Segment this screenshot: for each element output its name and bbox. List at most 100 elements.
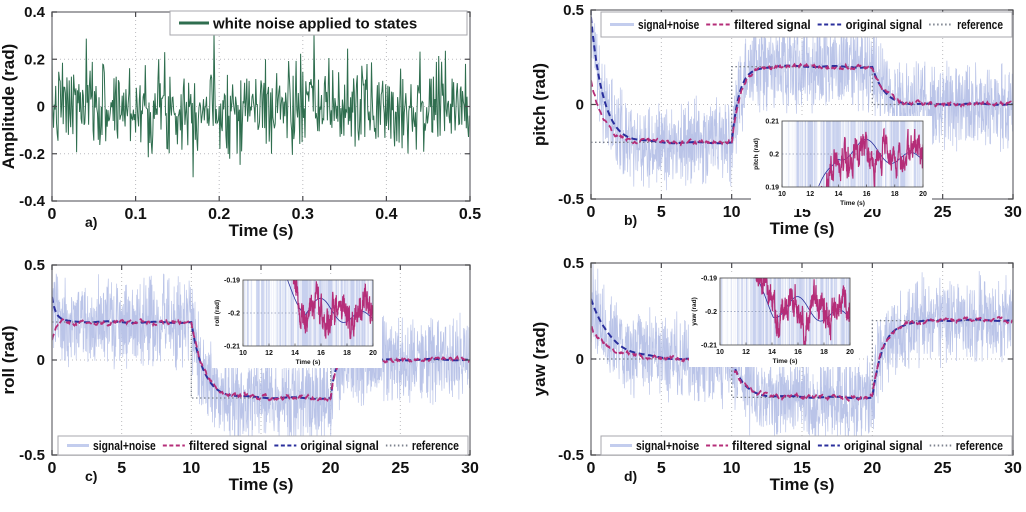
x-tick-label: 10 <box>723 460 741 477</box>
white-noise-trace <box>52 33 470 178</box>
legend: signal+noise filtered signal original sign… <box>600 11 1013 38</box>
x-tick-label: 0.2 <box>208 206 230 223</box>
axes: 0 5 10 15 20 25 30-0.500.5 <box>558 255 1022 477</box>
x-tick-label: 20 <box>863 460 881 477</box>
panel-label: a) <box>85 214 97 230</box>
y-tick-label: 0.5 <box>24 257 45 274</box>
x-tick-label: 30 <box>461 460 479 477</box>
inset-x-tick-label: 18 <box>343 350 351 357</box>
inset-x-tick-label: 10 <box>239 350 247 357</box>
inset-y-axis-label: roll (rad) <box>214 300 221 326</box>
legend-label: original signal <box>300 439 379 453</box>
inset-x-tick-label: 18 <box>820 349 828 356</box>
inset-y-axis-label: yaw (rad) <box>691 297 698 326</box>
filtered-signal-line <box>591 315 1013 403</box>
inset-x-tick-label: 12 <box>806 191 814 198</box>
inset-x-tick-label: 16 <box>317 350 325 357</box>
x-tick-label: 25 <box>934 460 952 477</box>
subplot-a-chart: 0 0.1 0.2 0.3 0.4 0.5 -0.4 -0.2 0 0.2 0.4 Time (s) A… <box>0 4 481 240</box>
legend-label: white noise applied to states <box>212 15 417 32</box>
inset-b: 0.19 0.2 0.21 10 12 14 16 18 20 Time (s) pitch (ra… <box>751 116 932 209</box>
inset-y-tick-label: -0.19 <box>701 276 717 283</box>
subplot-a: 0 0.1 0.2 0.3 0.4 0.5 -0.4 -0.2 0 0.2 0.4 Time (s) A… <box>0 0 513 253</box>
x-tick-label: 5 <box>117 460 126 477</box>
legend: signal+noise filtered signal original sign… <box>57 435 469 456</box>
plot-area <box>591 10 1013 191</box>
inset-x-tick-label: 14 <box>835 191 843 198</box>
y-axis-label: roll (rad) <box>0 326 18 395</box>
signal-plus-noise-trace <box>591 10 1013 191</box>
y-tick-label: -0.2 <box>19 146 45 163</box>
inset-filtered-line <box>820 127 923 187</box>
subplot-c: 0 5 10 15 20 25 30 -0.5 0 0.5 Time (s) roll (rad) c)… <box>0 253 513 507</box>
x-tick-label: 0 <box>48 206 57 223</box>
legend-label: signal+noise <box>636 439 699 453</box>
legend-label: reference <box>412 439 459 453</box>
x-tick-label: 0.3 <box>292 206 314 223</box>
x-tick-label: 25 <box>391 460 409 477</box>
x-tick-label: 0 <box>587 460 596 477</box>
inset-filtered-line <box>292 280 373 340</box>
inset-x-tick-label: 16 <box>863 191 871 198</box>
inset-x-tick-label: 16 <box>794 349 802 356</box>
y-tick-label: 0.2 <box>24 51 45 68</box>
y-tick-label: 0 <box>576 97 584 114</box>
y-tick-label: 0 <box>37 99 45 116</box>
original-signal-line <box>52 296 470 400</box>
inset-y-tick-label: 0.2 <box>769 152 779 159</box>
x-tick-label: 5 <box>657 204 666 221</box>
legend-label: signal+noise <box>638 18 699 32</box>
inset-x-tick-label: 20 <box>369 350 377 357</box>
inset-c: -0.21 -0.2 -0.19 10 12 14 16 18 20 Time (s) roll (… <box>212 275 382 368</box>
inset-x-tick-label: 10 <box>716 349 724 356</box>
inset-y-tick-label: -0.21 <box>701 343 717 350</box>
x-tick-label: 0.5 <box>459 206 481 223</box>
x-tick-label: 0.1 <box>124 206 146 223</box>
inset-x-axis-label: Time (s) <box>773 358 798 365</box>
y-tick-label: 0 <box>37 352 45 369</box>
axes: 0 0.1 0.2 0.3 0.4 0.5 -0.4 -0.2 0 0.2 0.4 <box>19 4 481 223</box>
x-axis-label: Time (s) <box>229 475 294 494</box>
plot-area <box>52 273 470 447</box>
legend-label: filtered signal <box>732 439 811 453</box>
y-tick-label: -0.4 <box>19 193 46 210</box>
signal-plus-noise-trace <box>591 263 1013 445</box>
legend-label: signal+noise <box>93 439 156 453</box>
subplot-d: 0 5 10 15 20 25 30 -0.5 0 0.5 Time (s) yaw (rad) d) s… <box>513 253 1026 507</box>
y-axis-label: yaw (rad) <box>530 322 549 397</box>
x-axis-label: Time (s) <box>229 221 294 240</box>
panel-label: c) <box>85 468 97 484</box>
inset-y-tick-label: 0.21 <box>765 119 779 126</box>
y-tick-label: 0 <box>576 351 584 368</box>
y-axis-label: Amplitude (rad) <box>0 44 18 170</box>
x-tick-label: 15 <box>793 460 811 477</box>
x-tick-label: 10 <box>182 460 200 477</box>
x-tick-label: 30 <box>1004 204 1022 221</box>
inset-y-tick-label: -0.19 <box>224 278 240 285</box>
inset-d: -0.21 -0.2 -0.19 10 12 14 16 18 20 Time (s) yaw (r… <box>689 273 859 367</box>
inset-x-tick-label: 20 <box>846 349 854 356</box>
x-tick-label: 0 <box>587 204 596 221</box>
x-tick-label: 15 <box>252 460 270 477</box>
signal-plus-noise-trace <box>52 273 470 447</box>
inset-filtered-line <box>755 278 850 345</box>
legend-label: original signal <box>846 18 923 32</box>
y-tick-label: 0.5 <box>563 2 584 19</box>
subplot-b: 0 5 10 15 20 25 30 -0.5 0 0.5 Time (s) pitch (rad) b… <box>513 0 1026 253</box>
legend-label: filtered signal <box>189 439 268 453</box>
legend-label: original signal <box>844 439 923 453</box>
legend-label: filtered signal <box>734 18 811 32</box>
x-tick-label: 0.4 <box>375 206 397 223</box>
y-tick-label: 0.5 <box>563 255 584 272</box>
panel-label: d) <box>624 468 637 484</box>
legend: white noise applied to states <box>169 10 468 36</box>
inset-x-tick-label: 12 <box>742 349 750 356</box>
y-tick-label: 0.4 <box>24 4 46 21</box>
y-axis-label: pitch (rad) <box>530 63 549 146</box>
plot-area <box>52 33 470 178</box>
x-axis-label: Time (s) <box>770 219 835 238</box>
legend: signal+noise filtered signal original sign… <box>600 435 1013 456</box>
inset-y-axis-label: pitch (rad) <box>753 138 760 170</box>
